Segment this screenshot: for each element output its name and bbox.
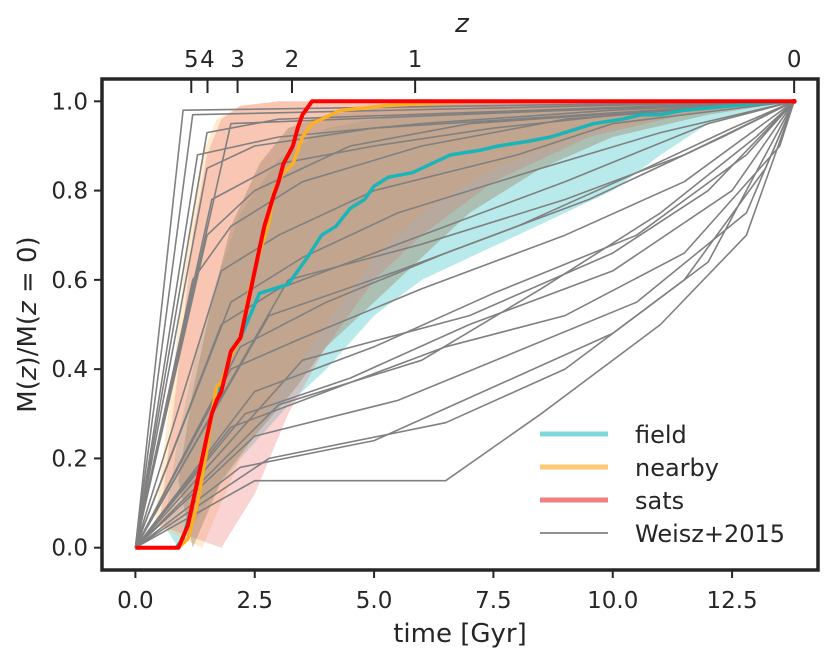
weisz-track (134, 100, 795, 549)
y-tick-label: 0.2 (51, 446, 88, 472)
weisz-track (134, 100, 795, 548)
weisz-track (134, 100, 795, 548)
y-tick-label: 0.4 (51, 357, 88, 383)
plot-frame (100, 77, 820, 572)
weisz-track (134, 100, 795, 549)
top-tick-label: 0 (787, 47, 802, 73)
weisz-track (134, 100, 795, 549)
endpoint-marker (791, 98, 797, 104)
weisz-track (134, 100, 795, 548)
top-axis-label: z (454, 9, 470, 39)
x-tick-label: 12.5 (706, 588, 757, 614)
weisz-track (134, 100, 795, 548)
weisz-track (134, 100, 795, 549)
y-axis-label-part: M( (13, 380, 43, 413)
y-tick-label: 0.6 (51, 268, 88, 294)
weisz-track (134, 101, 795, 549)
legend-label: Weisz+2015 (635, 520, 785, 548)
top-tick-label: 1 (408, 47, 423, 73)
x-tick-label: 5.0 (356, 588, 393, 614)
weisz-tracks-layer (134, 100, 795, 549)
top-tick-label: 2 (285, 47, 300, 73)
weisz-track (134, 100, 795, 548)
band-nearby (154, 101, 795, 548)
weisz-track (134, 100, 795, 549)
top-tick-label: 3 (230, 47, 245, 73)
y-axis-label-part: = 0) (13, 236, 43, 301)
y-axis-ticks: 0.0 0.2 0.4 0.6 0.8 1.0 (51, 89, 102, 562)
y-axis-label-part: z (13, 300, 43, 316)
x-tick-label: 10.0 (587, 588, 638, 614)
series-sats-line (135, 99, 795, 550)
weisz-track (135, 101, 795, 549)
band-overlap (178, 101, 795, 548)
top-tick-label: 4 (200, 47, 215, 73)
x-tick-label: 7.5 (475, 588, 512, 614)
weisz-track (134, 100, 795, 548)
series-nearby-line (135, 99, 795, 550)
x-tick-label: 0.0 (117, 588, 154, 614)
y-axis-label-part: z (13, 365, 43, 381)
band-field (164, 101, 795, 548)
legend-label: sats (635, 487, 684, 515)
y-tick-label: 0.0 (51, 536, 88, 562)
band-sats (159, 101, 795, 548)
weisz-track (134, 100, 795, 549)
weisz-track (134, 100, 795, 549)
legend: field nearby sats Weisz+2015 (540, 421, 785, 548)
y-axis-label: M(z)/M(z = 0) (13, 236, 43, 412)
bands-layer (154, 101, 795, 548)
series-layer (135, 98, 797, 550)
weisz-track (134, 100, 795, 549)
legend-label: field (635, 421, 687, 449)
weisz-track (134, 100, 795, 548)
y-axis-label-part: )/M( (13, 315, 43, 366)
y-tick-label: 1.0 (51, 89, 88, 115)
top-tick-label: 5 (184, 47, 199, 73)
x-axis-ticks: 0.0 2.5 5.0 7.5 10.0 12.5 (117, 570, 758, 614)
legend-label: nearby (635, 454, 719, 482)
weisz-track (134, 100, 795, 548)
x-tick-label: 2.5 (236, 588, 273, 614)
x-axis-label: time [Gyr] (393, 619, 527, 649)
y-tick-label: 0.8 (51, 179, 88, 205)
weisz-track (134, 100, 795, 549)
weisz-track (134, 100, 795, 548)
weisz-track (134, 100, 795, 548)
weisz-track (134, 100, 795, 548)
weisz-track (134, 100, 795, 549)
